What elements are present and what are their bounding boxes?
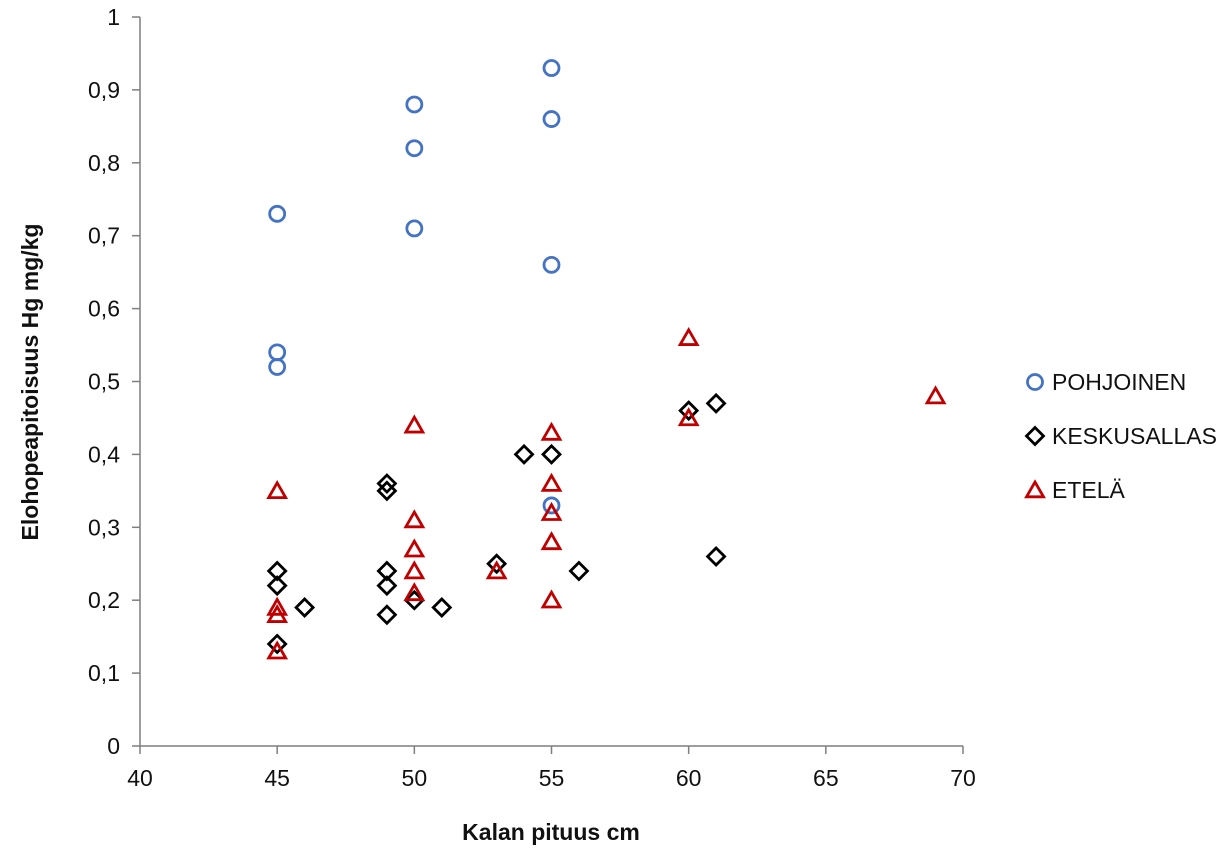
x-axis-title: Kalan pituus cm xyxy=(462,819,640,845)
point-etel- xyxy=(266,603,289,623)
point-etel- xyxy=(677,407,700,427)
point-keskusallas xyxy=(486,553,508,575)
point-etel- xyxy=(540,589,563,609)
legend-label-pohjoinen: POHJOINEN xyxy=(1052,369,1186,395)
point-keskusallas xyxy=(678,400,700,422)
data-points xyxy=(266,59,947,660)
point-keskusallas xyxy=(266,575,288,597)
point-pohjoinen xyxy=(405,95,424,114)
y-tick-label: 0,7 xyxy=(88,223,120,249)
point-keskusallas xyxy=(376,560,398,582)
point-etel- xyxy=(485,560,508,580)
point-keskusallas xyxy=(376,480,398,502)
point-etel- xyxy=(540,531,563,551)
y-tick-label: 0,8 xyxy=(88,150,120,176)
point-pohjoinen xyxy=(542,59,561,77)
point-etel- xyxy=(266,596,289,616)
x-tick-label: 60 xyxy=(676,765,702,791)
point-keskusallas xyxy=(376,473,398,495)
legend-label-etel-: ETELÄ xyxy=(1052,477,1126,503)
point-pohjoinen xyxy=(542,496,561,515)
axes: 40 45 50 55 60 65 70 0 0,1 0,2 0,3 0,4 0,5 0,6 0,7 0,8 0… xyxy=(88,4,976,791)
point-pohjoinen xyxy=(542,255,561,274)
point-keskusallas xyxy=(266,633,288,655)
y-tick-label: 0,9 xyxy=(88,77,120,103)
point-pohjoinen xyxy=(268,343,287,362)
point-etel- xyxy=(266,480,289,500)
point-pohjoinen xyxy=(268,204,287,223)
point-keskusallas xyxy=(705,545,727,567)
point-etel- xyxy=(677,326,700,346)
point-keskusallas xyxy=(294,597,316,618)
point-etel- xyxy=(403,560,426,580)
point-keskusallas xyxy=(376,604,398,626)
point-pohjoinen xyxy=(405,219,424,238)
x-tick-label: 55 xyxy=(539,765,565,791)
x-tick-label: 45 xyxy=(264,765,290,791)
y-axis-title: Elohopeapitoisuus Hg mg/kg xyxy=(17,224,43,541)
point-etel- xyxy=(403,509,426,529)
y-tick-label: 0,2 xyxy=(88,587,120,613)
y-tick-label: 0 xyxy=(107,733,120,759)
y-tick-label: 0,3 xyxy=(88,514,120,540)
y-tick-label: 0,6 xyxy=(88,296,120,322)
point-keskusallas xyxy=(705,392,727,414)
point-keskusallas xyxy=(431,597,453,618)
y-tick-label: 0,1 xyxy=(88,660,120,686)
y-tick-label: 1 xyxy=(107,4,120,30)
y-tick-label: 0,4 xyxy=(88,441,120,467)
point-etel- xyxy=(540,501,563,521)
legend: POHJOINEN KESKUSALLAS ETELÄ xyxy=(1024,369,1217,503)
point-etel- xyxy=(403,414,426,434)
point-etel- xyxy=(403,538,426,558)
point-keskusallas xyxy=(513,443,535,465)
point-keskusallas xyxy=(376,575,398,597)
point-etel- xyxy=(540,421,563,441)
point-keskusallas xyxy=(568,560,590,582)
point-pohjoinen xyxy=(268,358,287,376)
legend-marker-etel- xyxy=(1024,479,1046,499)
legend-marker-pohjoinen xyxy=(1026,373,1044,391)
point-keskusallas xyxy=(266,560,288,582)
x-tick-label: 50 xyxy=(402,765,428,791)
x-tick-label: 70 xyxy=(950,765,976,791)
point-etel- xyxy=(403,582,426,602)
x-tick-label: 65 xyxy=(813,765,839,791)
legend-label-keskusallas: KESKUSALLAS xyxy=(1052,423,1217,449)
point-etel- xyxy=(540,472,563,492)
point-pohjoinen xyxy=(405,139,424,158)
point-pohjoinen xyxy=(542,110,561,128)
x-tick-label: 40 xyxy=(127,765,153,791)
y-tick-label: 0,5 xyxy=(88,369,120,395)
point-etel- xyxy=(266,640,289,660)
legend-marker-keskusallas xyxy=(1024,425,1046,447)
point-keskusallas xyxy=(541,443,562,465)
point-etel- xyxy=(924,385,947,405)
